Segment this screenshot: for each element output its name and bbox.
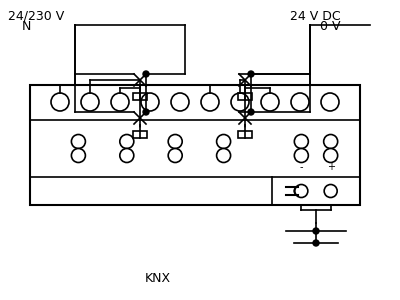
Circle shape [291, 93, 309, 111]
Text: -: - [300, 162, 303, 172]
Circle shape [51, 93, 69, 111]
Bar [133, 131, 147, 138]
Circle shape [324, 134, 338, 148]
Circle shape [294, 148, 308, 163]
Circle shape [168, 134, 182, 148]
Bar [238, 131, 252, 138]
Circle shape [294, 134, 308, 148]
Circle shape [72, 134, 86, 148]
Circle shape [120, 148, 134, 163]
Circle shape [231, 93, 249, 111]
Circle shape [141, 93, 159, 111]
Circle shape [217, 134, 230, 148]
Bar [133, 93, 147, 100]
Circle shape [171, 93, 189, 111]
Bar [30, 85, 360, 205]
Circle shape [168, 148, 182, 163]
Circle shape [321, 93, 339, 111]
Text: +: + [327, 162, 335, 172]
Circle shape [72, 148, 86, 163]
Circle shape [313, 228, 319, 234]
Circle shape [324, 148, 338, 163]
Circle shape [201, 93, 219, 111]
Circle shape [294, 187, 302, 195]
Circle shape [81, 93, 99, 111]
Circle shape [120, 134, 134, 148]
Circle shape [248, 71, 254, 77]
Circle shape [261, 93, 279, 111]
Text: 24 V DC: 24 V DC [290, 10, 341, 22]
Circle shape [111, 93, 129, 111]
Text: 0 V: 0 V [320, 20, 340, 34]
Circle shape [313, 240, 319, 246]
Circle shape [248, 109, 254, 115]
Text: KNX: KNX [145, 272, 171, 284]
Text: N: N [22, 20, 31, 34]
Circle shape [143, 109, 149, 115]
Circle shape [295, 184, 308, 197]
Text: 24/230 V: 24/230 V [8, 10, 64, 22]
Circle shape [143, 71, 149, 77]
Circle shape [324, 184, 337, 197]
Circle shape [217, 148, 230, 163]
Bar [238, 93, 252, 100]
